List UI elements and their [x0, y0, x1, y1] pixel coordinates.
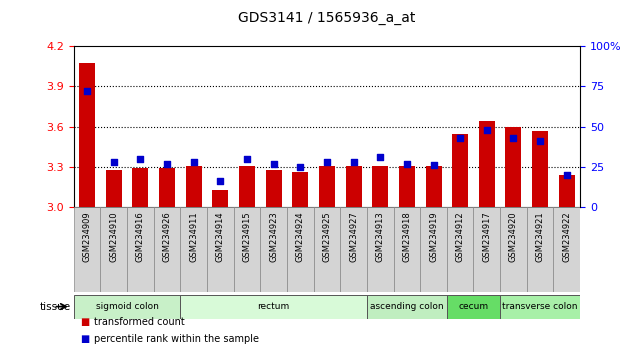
Bar — [447, 207, 474, 292]
Point — [349, 159, 359, 165]
Bar — [474, 207, 500, 292]
Text: GSM234918: GSM234918 — [403, 211, 412, 262]
Bar — [260, 207, 287, 292]
Bar — [506, 127, 522, 207]
Bar — [452, 134, 468, 207]
Text: GSM234919: GSM234919 — [429, 211, 438, 262]
Text: GSM234925: GSM234925 — [322, 211, 331, 262]
Text: GSM234911: GSM234911 — [189, 211, 198, 262]
Text: GSM234909: GSM234909 — [83, 211, 92, 262]
Point — [508, 135, 519, 141]
Bar — [394, 207, 420, 292]
Text: GSM234917: GSM234917 — [482, 211, 491, 262]
Text: GSM234910: GSM234910 — [109, 211, 118, 262]
Point — [562, 172, 572, 178]
Text: GDS3141 / 1565936_a_at: GDS3141 / 1565936_a_at — [238, 11, 415, 25]
Point — [322, 159, 332, 165]
Point — [82, 88, 92, 94]
Text: sigmoid colon: sigmoid colon — [96, 302, 158, 311]
Point — [428, 162, 438, 168]
Text: GSM234921: GSM234921 — [536, 211, 545, 262]
Text: GSM234915: GSM234915 — [242, 211, 251, 262]
Point — [269, 161, 279, 166]
Bar — [233, 207, 260, 292]
Bar — [186, 166, 202, 207]
Text: percentile rank within the sample: percentile rank within the sample — [94, 334, 259, 344]
Text: rectum: rectum — [258, 302, 290, 311]
Bar — [426, 166, 442, 207]
Text: tissue: tissue — [39, 302, 71, 312]
Text: ascending colon: ascending colon — [370, 302, 444, 311]
Text: GSM234924: GSM234924 — [296, 211, 304, 262]
Bar — [127, 207, 154, 292]
Point — [242, 156, 252, 161]
Bar — [500, 207, 527, 292]
Bar — [532, 131, 548, 207]
Bar — [287, 207, 313, 292]
Text: ■: ■ — [80, 334, 89, 344]
Bar — [74, 207, 101, 292]
Bar — [447, 295, 500, 319]
Bar — [159, 168, 175, 207]
Bar — [292, 172, 308, 207]
Bar — [367, 207, 394, 292]
Text: ■: ■ — [80, 317, 89, 327]
Bar — [74, 295, 180, 319]
Bar — [132, 168, 148, 207]
Bar — [154, 207, 180, 292]
Bar — [239, 166, 255, 207]
Text: GSM234916: GSM234916 — [136, 211, 145, 262]
Point — [481, 127, 492, 133]
Point — [135, 156, 146, 161]
Bar — [101, 207, 127, 292]
Bar — [420, 207, 447, 292]
Bar — [79, 63, 95, 207]
Bar — [372, 166, 388, 207]
Bar — [207, 207, 233, 292]
Bar — [553, 207, 580, 292]
Point — [215, 178, 226, 184]
Bar — [479, 120, 495, 207]
Bar — [399, 166, 415, 207]
Point — [108, 159, 119, 165]
Text: cecum: cecum — [458, 302, 488, 311]
Bar — [319, 166, 335, 207]
Bar — [345, 166, 362, 207]
Point — [535, 138, 545, 144]
Bar — [212, 190, 228, 207]
Text: GSM234913: GSM234913 — [376, 211, 385, 262]
Text: GSM234927: GSM234927 — [349, 211, 358, 262]
Text: GSM234926: GSM234926 — [163, 211, 172, 262]
Text: GSM234912: GSM234912 — [456, 211, 465, 262]
Text: GSM234914: GSM234914 — [216, 211, 225, 262]
Text: GSM234920: GSM234920 — [509, 211, 518, 262]
Text: GSM234922: GSM234922 — [562, 211, 571, 262]
Point — [295, 164, 305, 170]
Bar — [180, 207, 207, 292]
Text: GSM234923: GSM234923 — [269, 211, 278, 262]
Bar — [265, 170, 281, 207]
Point — [188, 159, 199, 165]
Text: transverse colon: transverse colon — [503, 302, 578, 311]
Point — [162, 161, 172, 166]
Bar — [527, 207, 553, 292]
Point — [402, 161, 412, 166]
Bar — [180, 295, 367, 319]
Bar — [340, 207, 367, 292]
Bar — [500, 295, 580, 319]
Text: transformed count: transformed count — [94, 317, 185, 327]
Bar — [106, 170, 122, 207]
Point — [455, 135, 465, 141]
Bar — [559, 175, 575, 207]
Bar — [367, 295, 447, 319]
Point — [375, 154, 385, 160]
Bar — [313, 207, 340, 292]
